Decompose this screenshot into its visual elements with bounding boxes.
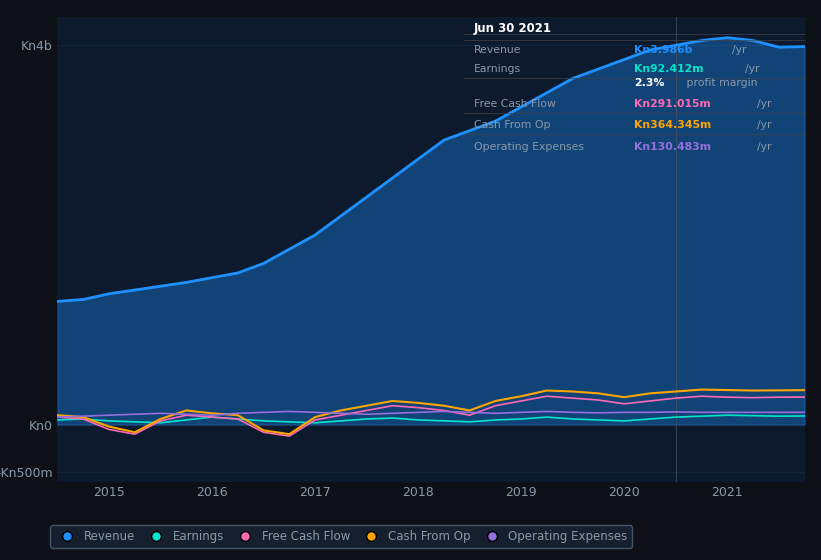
Legend: Revenue, Earnings, Free Cash Flow, Cash From Op, Operating Expenses: Revenue, Earnings, Free Cash Flow, Cash … — [50, 525, 632, 548]
Text: Kn3.986b: Kn3.986b — [635, 44, 693, 54]
Text: Kn291.015m: Kn291.015m — [635, 99, 711, 109]
Text: 2.3%: 2.3% — [635, 78, 665, 88]
Text: Earnings: Earnings — [474, 64, 521, 74]
Text: /yr: /yr — [732, 44, 747, 54]
Text: /yr: /yr — [757, 99, 772, 109]
Text: /yr: /yr — [757, 119, 772, 129]
Text: Operating Expenses: Operating Expenses — [474, 142, 584, 152]
Text: /yr: /yr — [757, 142, 772, 152]
Text: Revenue: Revenue — [474, 44, 521, 54]
Text: Kn130.483m: Kn130.483m — [635, 142, 711, 152]
Text: profit margin: profit margin — [683, 78, 758, 88]
Text: Kn364.345m: Kn364.345m — [635, 119, 712, 129]
Text: /yr: /yr — [745, 64, 759, 74]
Text: Free Cash Flow: Free Cash Flow — [474, 99, 556, 109]
Text: Kn92.412m: Kn92.412m — [635, 64, 704, 74]
Text: Cash From Op: Cash From Op — [474, 119, 551, 129]
Text: Jun 30 2021: Jun 30 2021 — [474, 22, 552, 35]
